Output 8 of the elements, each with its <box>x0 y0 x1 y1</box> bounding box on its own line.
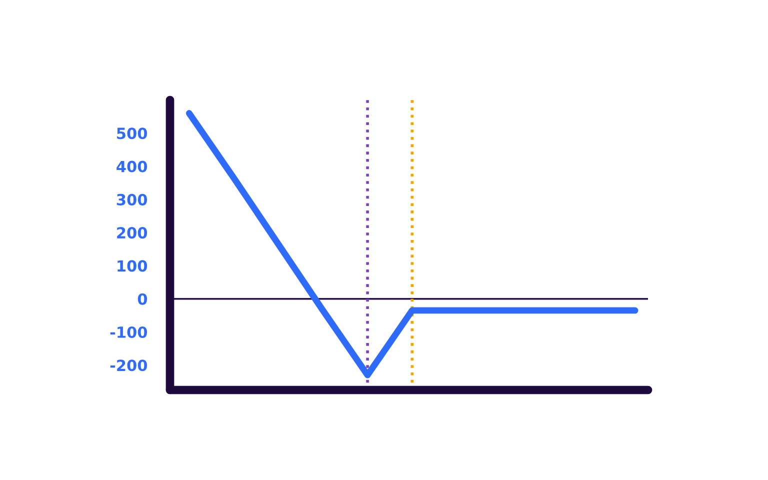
y-tick-label: -200 <box>110 360 148 372</box>
y-tick-label: 500 <box>117 128 148 140</box>
y-tick-label: -100 <box>110 326 148 338</box>
y-tick-label: 400 <box>116 160 148 172</box>
y-tick-label: 200 <box>117 227 148 239</box>
y-tick-label: 100 <box>118 260 148 272</box>
y-tick-label: 300 <box>116 194 148 206</box>
y-tick-label: 0 <box>138 293 148 305</box>
